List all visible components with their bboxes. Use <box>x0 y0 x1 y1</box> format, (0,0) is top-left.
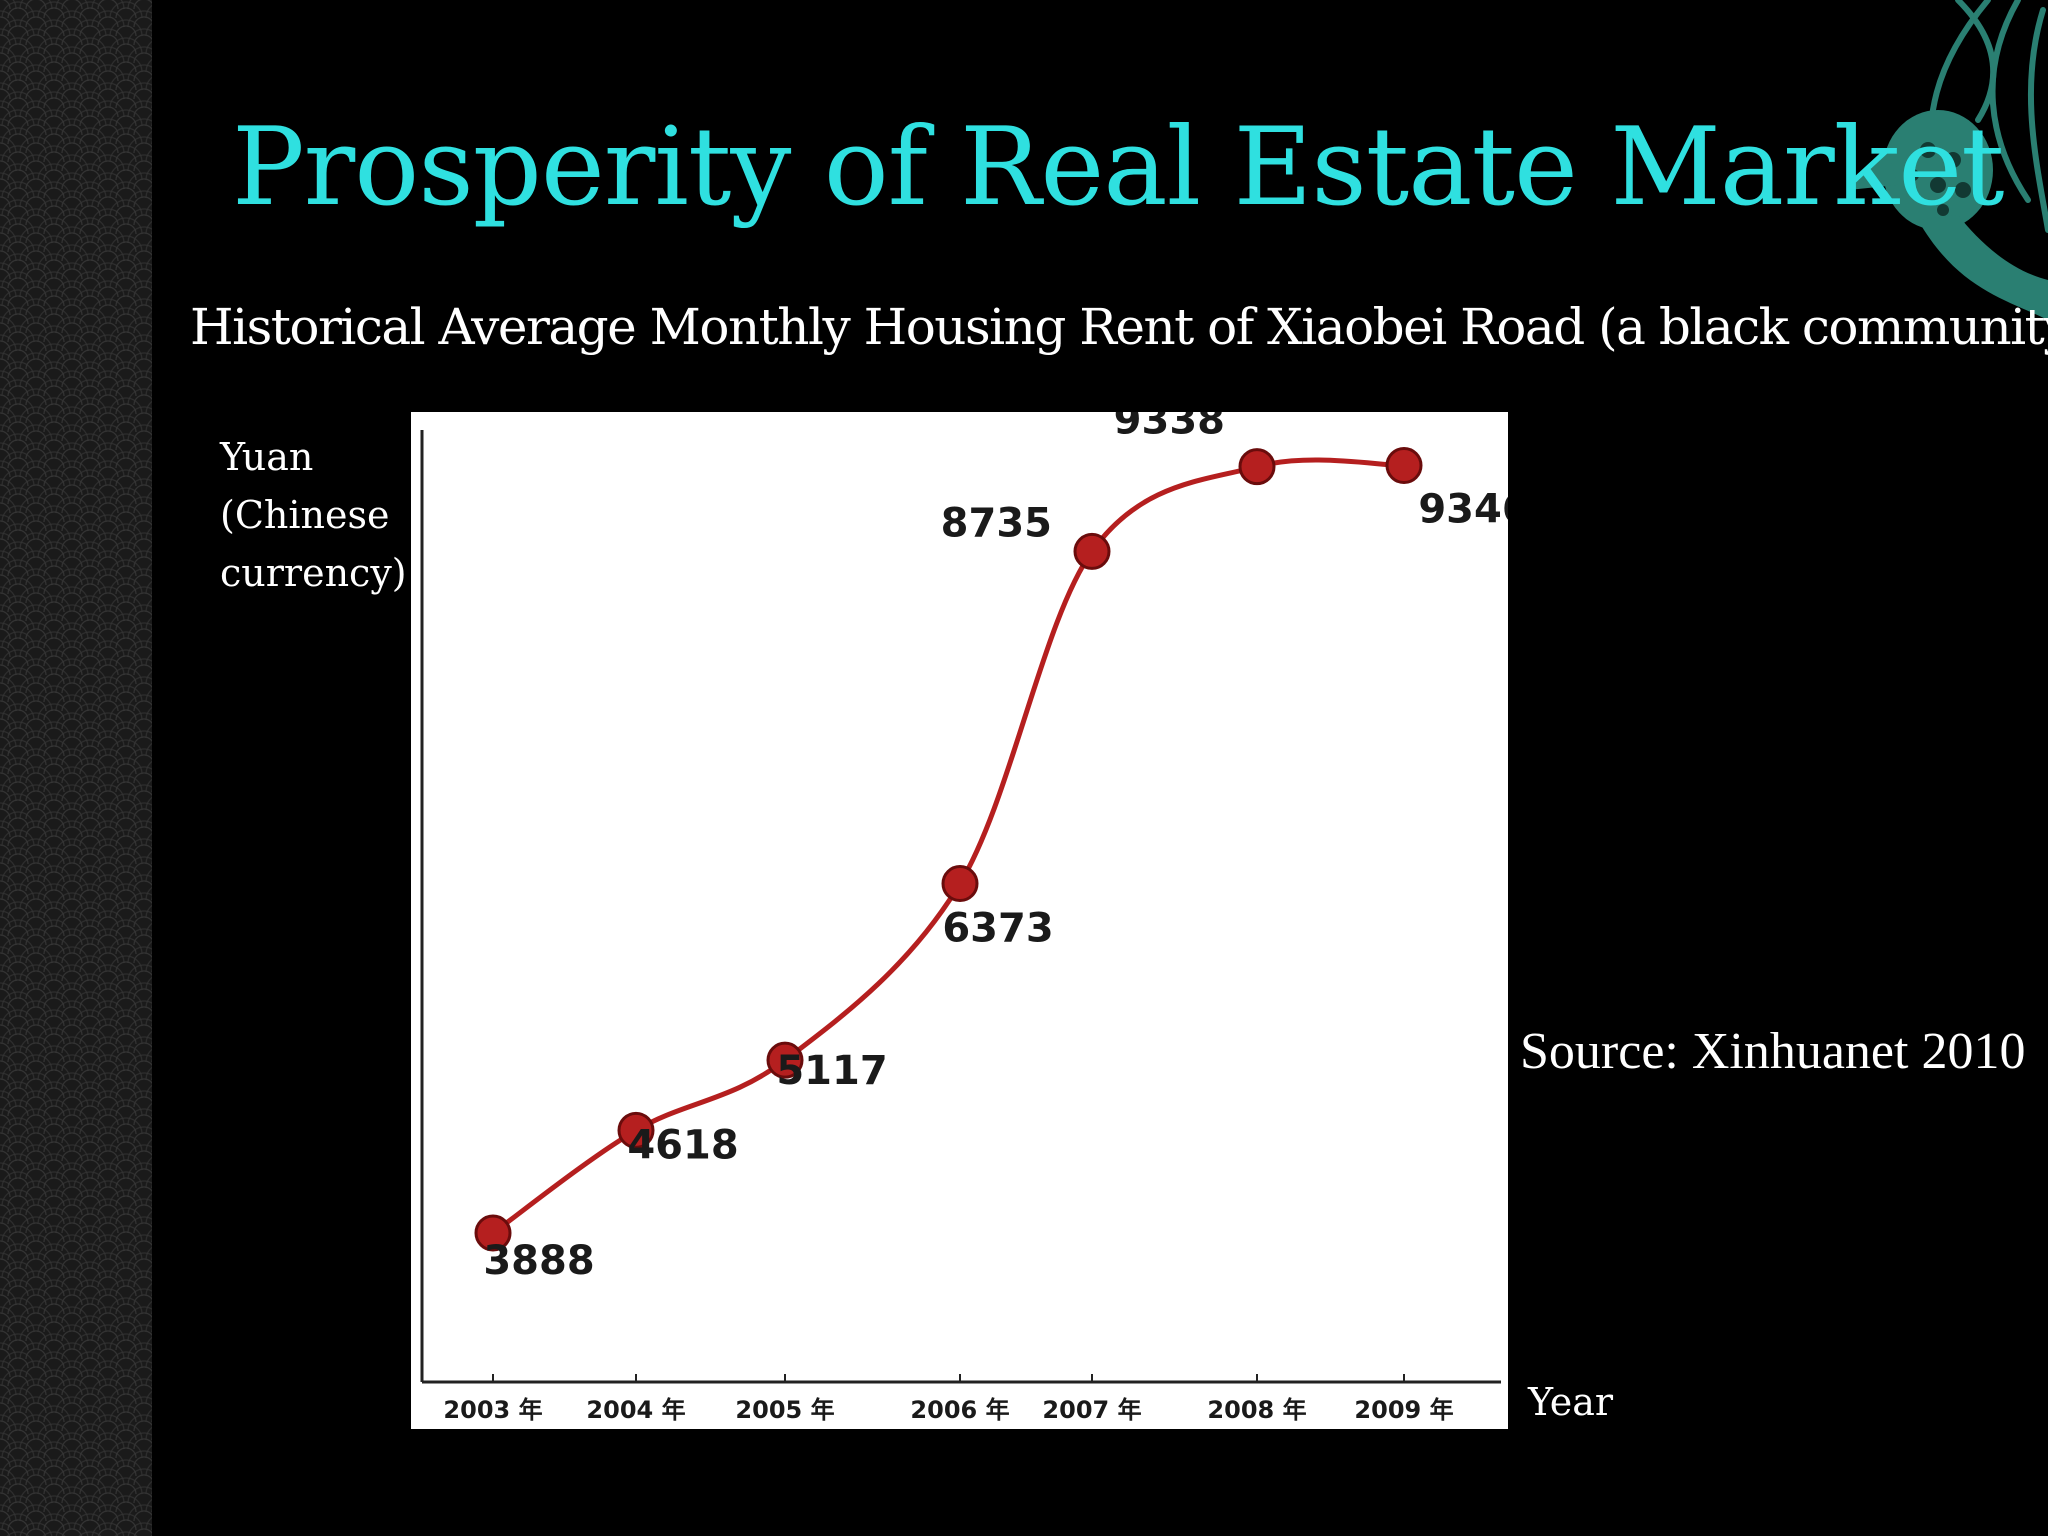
data-point <box>941 865 979 903</box>
x-axis-label: Year <box>1528 1380 1614 1424</box>
data-label: 6373 <box>942 906 1053 952</box>
source-note: Source: Xinhuanet 2010 <box>1520 1023 2026 1080</box>
y-axis-label: Yuan (Chinese currency) <box>220 428 407 602</box>
x-tick-label: 2007 年 <box>1042 1396 1141 1424</box>
decorative-pattern-strip <box>0 0 152 1536</box>
data-label: 9346 <box>1418 487 1508 533</box>
chart-subtitle: Historical Average Monthly Housing Rent … <box>190 298 2048 356</box>
x-tick-label: 2008 年 <box>1207 1396 1306 1424</box>
data-label: 9338 <box>1114 412 1225 444</box>
x-tick-label: 2005 年 <box>735 1396 834 1424</box>
data-label: 8735 <box>941 500 1052 546</box>
slide-title: Prosperity of Real Estate Market <box>232 105 2005 230</box>
data-point <box>766 1041 804 1079</box>
line-chart: 3888 4618 5117 6373 8735 9338 9346 2003 年 2004 … <box>420 412 1508 1424</box>
y-axis-label-line-1: Yuan <box>220 435 314 479</box>
data-point <box>1385 447 1423 484</box>
data-point <box>474 1214 512 1252</box>
data-label: 3888 <box>483 1238 594 1284</box>
data-point <box>1238 448 1276 486</box>
data-label: 5117 <box>776 1048 887 1094</box>
chart-area: 3888 4618 5117 6373 8735 9338 9346 2003 年 2004 … <box>411 412 1508 1429</box>
phoenix-ornament <box>1848 0 2048 320</box>
data-point <box>1073 532 1111 570</box>
data-point <box>617 1111 655 1149</box>
y-axis-label-line-2: (Chinese <box>220 493 390 537</box>
data-label: 4618 <box>627 1122 738 1168</box>
x-tick-label: 2004 年 <box>586 1396 685 1424</box>
y-axis-label-line-3: currency) <box>220 551 407 595</box>
x-tick-label: 2003 年 <box>443 1396 542 1424</box>
x-tick-label: 2009 年 <box>1354 1396 1453 1424</box>
x-tick-label: 2006 年 <box>910 1396 1009 1424</box>
